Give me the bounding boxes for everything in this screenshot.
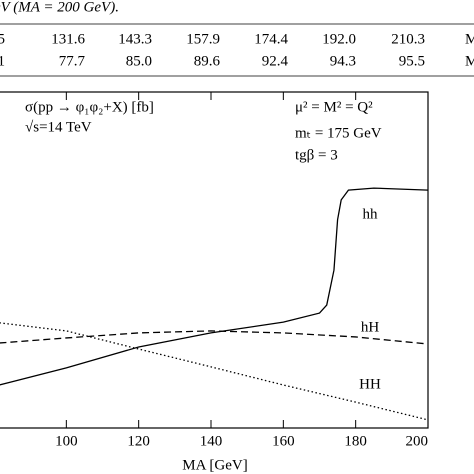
table-cell: 94.3 — [330, 53, 356, 69]
table-cell: 5 — [0, 31, 5, 47]
annotation: mₜ = 175 GeV — [295, 125, 382, 141]
x-tick-label: 100 — [55, 433, 78, 449]
table-cell: 174.4 — [254, 31, 288, 47]
curve-label: hh — [363, 206, 379, 222]
curve — [0, 330, 429, 345]
table-cell: 85.0 — [126, 53, 152, 69]
table-cell: 92.4 — [262, 53, 289, 69]
table-cell: 131.6 — [51, 31, 85, 47]
table-cell: M — [465, 31, 474, 47]
curve — [0, 322, 429, 421]
x-tick-label: 120 — [127, 433, 150, 449]
table-cell: .1 — [0, 53, 5, 69]
annotation: tgβ = 3 — [295, 147, 338, 163]
table-cell: 143.3 — [118, 31, 152, 47]
table-cell: M — [465, 53, 474, 69]
table-cell: 95.5 — [399, 53, 425, 69]
x-tick-label: 140 — [200, 433, 223, 449]
annotation: σ(pp → φ₁φ₂+X) [fb] — [25, 99, 154, 115]
curve — [0, 187, 429, 386]
table-cell: 157.9 — [186, 31, 220, 47]
table-cell: 192.0 — [322, 31, 356, 47]
x-tick-label: 160 — [272, 433, 295, 449]
table-cell: 89.6 — [194, 53, 221, 69]
table-cell: 77.7 — [59, 53, 86, 69]
x-tick-label: 200 — [406, 433, 429, 449]
curve-label: HH — [359, 376, 381, 392]
caption: eV (MA = 200 GeV). — [0, 0, 119, 15]
x-tick-label: 180 — [344, 433, 367, 449]
x-axis-label: MA [GeV] — [182, 457, 247, 473]
annotation: μ² = M² = Q² — [295, 99, 373, 115]
annotation: √s=14 TeV — [25, 119, 92, 135]
table-cell: 210.3 — [391, 31, 425, 47]
curve-label: hH — [361, 319, 380, 335]
